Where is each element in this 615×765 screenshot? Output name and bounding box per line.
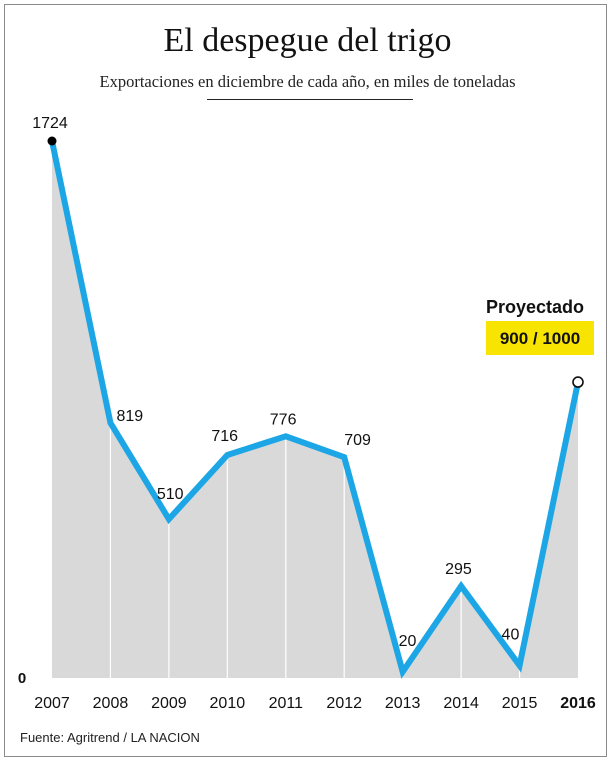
data-label-2013: 20	[399, 633, 417, 650]
x-tick-2010: 2010	[210, 695, 246, 712]
point-2007	[47, 136, 57, 146]
area-fill	[52, 141, 578, 678]
area-layer	[52, 141, 578, 678]
x-tick-2016: 2016	[560, 695, 596, 712]
labels-layer: 1724 819 510 716 776 709 20 295 40	[32, 115, 519, 650]
point-2016	[572, 376, 584, 388]
x-tick-2012: 2012	[326, 695, 362, 712]
data-label-2011: 776	[270, 411, 297, 428]
grid-layer	[109, 422, 521, 678]
data-label-2010: 716	[211, 428, 238, 445]
data-label-2009: 510	[157, 486, 184, 503]
chart-subtitle: Exportaciones en diciembre de cada año, …	[99, 72, 516, 91]
annotation-layer: Proyectado 900 / 1000	[486, 297, 594, 355]
x-tick-2015: 2015	[502, 695, 538, 712]
data-label-2007: 1724	[32, 115, 68, 132]
series-line	[49, 140, 581, 679]
x-tick-2011: 2011	[269, 695, 304, 712]
projection-highlight	[486, 321, 594, 355]
x-tick-2009: 2009	[151, 695, 187, 712]
x-tick-2013: 2013	[385, 695, 421, 712]
ticks-layer: 2007 2008 2009 2010 2011 2012 2013 2014 2015 2016…	[18, 670, 596, 712]
data-label-2015: 40	[502, 627, 520, 644]
projection-value: 900 / 1000	[500, 329, 580, 348]
line-layer	[47, 136, 584, 679]
y-tick-zero: 0	[18, 670, 26, 687]
data-label-2008: 819	[116, 408, 143, 425]
data-label-2012: 709	[344, 432, 371, 449]
chart-title: El despegue del trigo	[163, 22, 452, 59]
projection-heading: Proyectado	[486, 297, 584, 317]
data-label-2014: 295	[445, 561, 472, 578]
x-tick-2008: 2008	[93, 695, 129, 712]
x-tick-2014: 2014	[443, 695, 479, 712]
source-note: Fuente: Agritrend / LA NACION	[20, 730, 200, 745]
subtitle-underline	[207, 99, 413, 100]
x-tick-2007: 2007	[34, 695, 70, 712]
